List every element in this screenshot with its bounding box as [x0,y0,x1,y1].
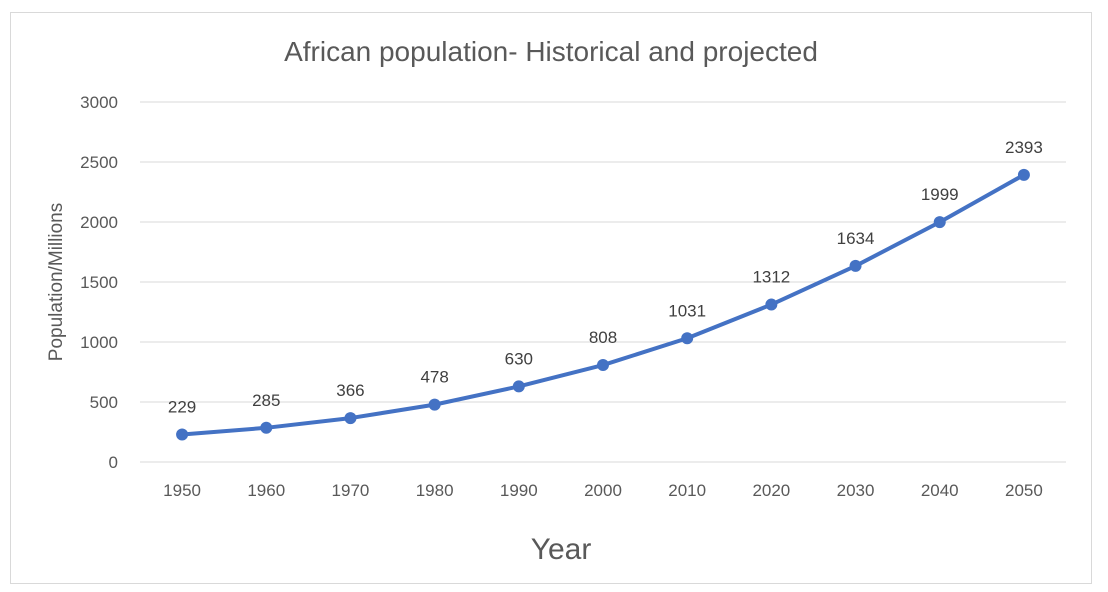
data-label: 2393 [1005,138,1043,157]
chart-title: African population- Historical and proje… [284,36,818,67]
x-tick-label: 2030 [837,481,875,500]
data-point [1017,168,1030,181]
y-tick-label: 3000 [80,93,118,112]
y-tick-label: 0 [109,453,118,472]
data-label: 285 [252,391,280,410]
x-tick-label: 1980 [416,481,454,500]
data-point [849,259,862,272]
data-label: 630 [505,349,533,368]
data-point [260,421,273,434]
x-tick-label: 1970 [332,481,370,500]
data-labels: 229 285 366 478 630 808 1031 1312 1634 1999 2393 [168,138,1043,417]
y-tick-label: 2500 [80,153,118,172]
data-label: 229 [168,398,196,417]
series-group [176,168,1030,441]
chart-frame [10,12,1092,584]
data-point [344,412,357,425]
data-point [512,380,525,393]
x-tick-label: 2000 [584,481,622,500]
x-axis-label: Year [531,533,592,566]
x-tick-label: 2050 [1005,481,1043,500]
data-point [176,428,189,441]
data-point [681,332,694,345]
x-tick-label: 2020 [752,481,790,500]
x-tick-label: 2010 [668,481,706,500]
data-point [597,359,609,372]
data-point [428,398,441,411]
data-label: 366 [336,381,364,400]
data-label: 808 [589,328,617,347]
data-point [765,298,778,311]
x-tick-label: 1950 [163,481,201,500]
series-line [180,172,1026,437]
x-tick-label: 1960 [247,481,285,500]
y-tick-label: 1500 [80,273,118,292]
gridlines [140,101,1066,463]
y-tick-label: 500 [90,393,118,412]
y-tick-label: 2000 [80,213,118,232]
y-axis-label: Population/Millions [46,203,67,361]
x-tick-labels: 1950 1960 1970 1980 1990 2000 2010 2020 2030 2040… [163,481,1043,500]
x-tick-label: 1990 [500,481,538,500]
x-tick-label: 2040 [921,481,959,500]
data-label: 1031 [668,301,706,320]
data-point [933,216,946,229]
data-label: 1312 [752,268,790,287]
data-label: 478 [420,368,448,387]
data-label: 1999 [921,185,959,204]
y-tick-label: 1000 [80,333,118,352]
data-label: 1634 [837,229,875,248]
y-tick-labels: 0 500 1000 1500 2000 2500 3000 [80,93,118,472]
